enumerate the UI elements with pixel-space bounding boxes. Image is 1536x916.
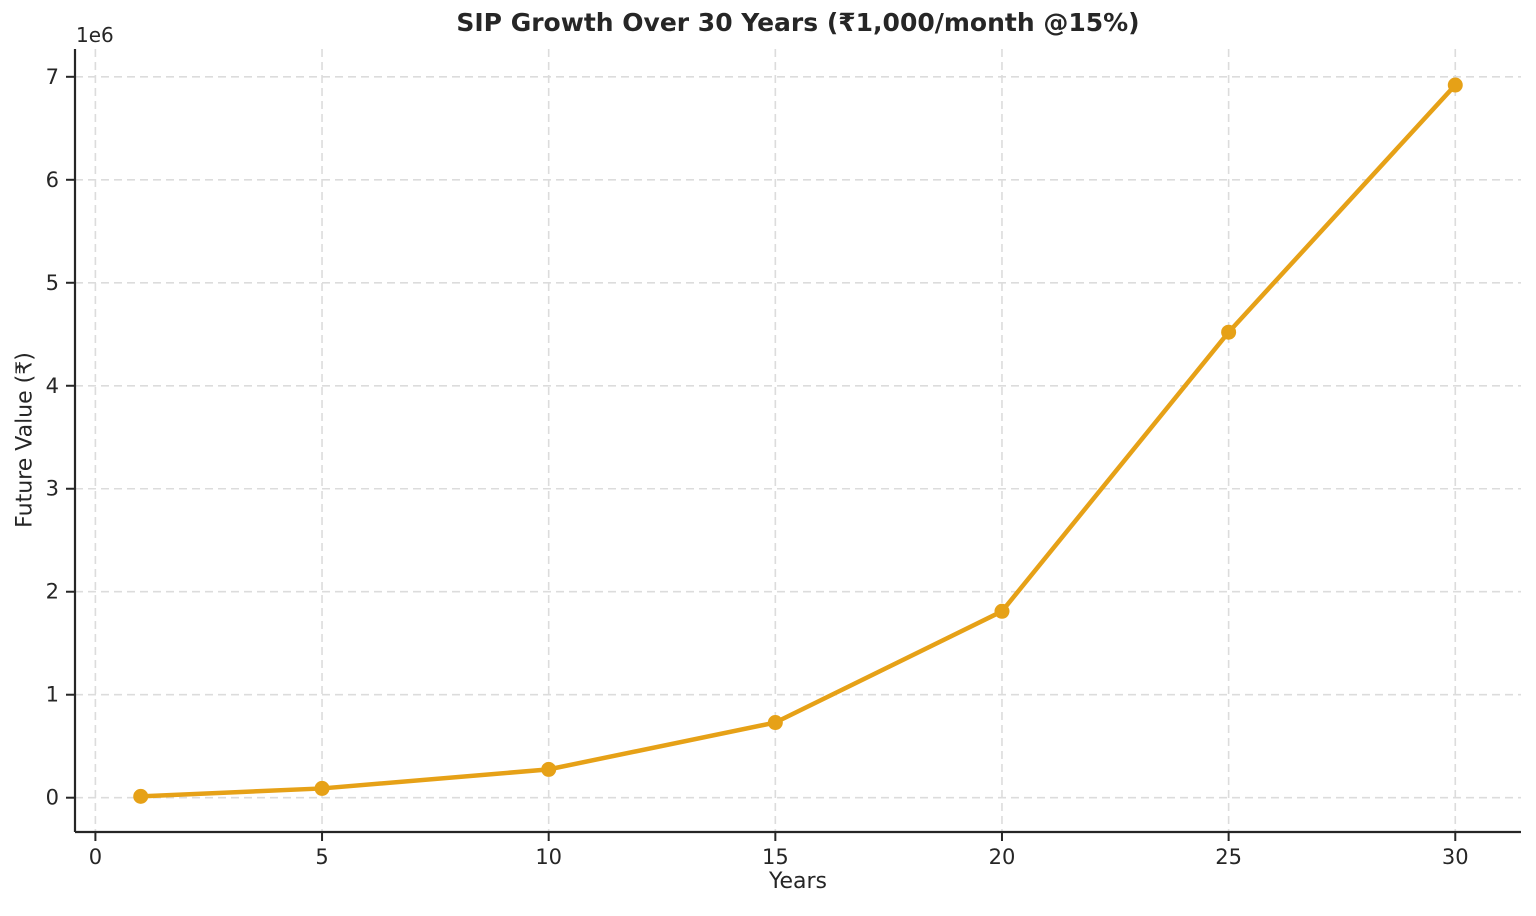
y-tick-label: 0 bbox=[46, 786, 59, 810]
y-tick-label: 1 bbox=[46, 683, 59, 707]
y-tick-label: 3 bbox=[46, 477, 59, 501]
data-point-marker bbox=[133, 788, 149, 804]
data-point-marker bbox=[1447, 77, 1463, 93]
chart-title: SIP Growth Over 30 Years (₹1,000/month @… bbox=[456, 8, 1140, 37]
data-point-marker bbox=[1221, 324, 1237, 340]
y-tick-label: 5 bbox=[46, 271, 59, 295]
y-tick-label: 4 bbox=[46, 374, 59, 398]
data-point-marker bbox=[767, 715, 783, 731]
x-tick-label: 0 bbox=[89, 845, 102, 869]
y-axis-offset-label: 1e6 bbox=[76, 23, 114, 47]
data-point-marker bbox=[541, 761, 557, 777]
x-tick-label: 25 bbox=[1215, 845, 1242, 869]
x-tick-label: 20 bbox=[989, 845, 1016, 869]
y-tick-label: 7 bbox=[46, 65, 59, 89]
data-point-marker bbox=[314, 780, 330, 796]
y-tick-label: 6 bbox=[46, 168, 59, 192]
series-line bbox=[138, 82, 1458, 799]
x-tick-label: 5 bbox=[315, 845, 328, 869]
data-point-marker bbox=[994, 603, 1010, 619]
x-tick-label: 15 bbox=[762, 845, 789, 869]
x-tick-label: 10 bbox=[535, 845, 562, 869]
x-axis-label: Years bbox=[768, 869, 828, 894]
y-tick-label: 2 bbox=[46, 580, 59, 604]
x-tick-label: 30 bbox=[1442, 845, 1469, 869]
